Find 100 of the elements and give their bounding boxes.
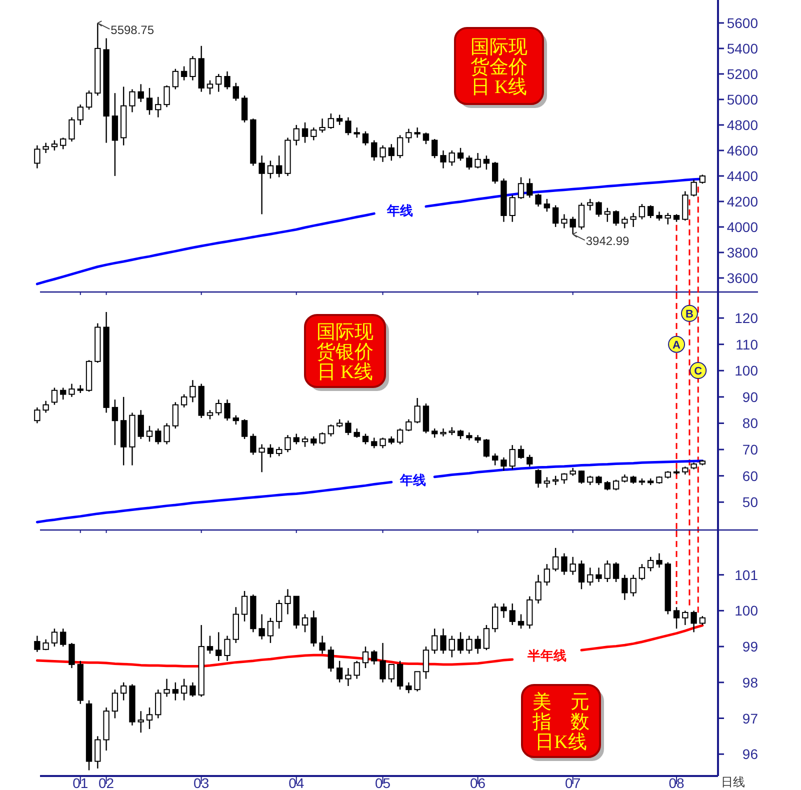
candlestick xyxy=(406,682,412,694)
candlestick xyxy=(319,118,326,134)
candlestick xyxy=(241,590,248,622)
ref-line-label: A xyxy=(672,339,681,352)
candlestick xyxy=(457,147,464,162)
candlestick xyxy=(180,394,188,408)
candlestick xyxy=(180,678,188,701)
candlestick xyxy=(155,96,162,118)
candlestick xyxy=(561,214,568,229)
candlestick xyxy=(112,398,118,446)
candlestick xyxy=(518,176,524,200)
candlestick xyxy=(552,475,559,486)
candlestick xyxy=(354,428,360,438)
y-tick-label: 98 xyxy=(742,674,758,690)
candlestick xyxy=(138,84,144,103)
candlestick xyxy=(682,610,688,626)
candlestick xyxy=(500,456,507,472)
text: 国际现货银价日 K线 xyxy=(316,322,374,383)
candlestick xyxy=(60,387,66,400)
candlestick xyxy=(293,124,300,146)
candlestick xyxy=(448,150,455,166)
candlestick xyxy=(638,563,646,581)
candlestick xyxy=(690,179,697,197)
candlestick xyxy=(155,428,162,445)
series-label: 半年线 xyxy=(526,648,566,663)
candlestick xyxy=(604,480,611,491)
y-tick-label: 4000 xyxy=(726,218,758,235)
candlestick xyxy=(622,574,628,601)
candlestick xyxy=(388,143,395,162)
candlestick xyxy=(258,154,265,215)
candlestick xyxy=(241,95,248,124)
candlestick xyxy=(544,476,550,488)
y-tick-label: 80 xyxy=(742,415,758,432)
x-tick-label: 02 xyxy=(98,775,114,790)
candlestick xyxy=(172,682,179,701)
candlestick xyxy=(267,160,274,180)
candlestick xyxy=(604,207,611,222)
text: 日线 xyxy=(721,775,745,789)
y-tick-label: 50 xyxy=(742,494,758,510)
candlestick xyxy=(612,210,620,226)
candlestick xyxy=(388,664,395,684)
candlestick xyxy=(380,437,386,449)
candlestick xyxy=(414,126,420,138)
candlestick xyxy=(612,562,620,583)
candlestick xyxy=(172,402,179,430)
candlestick xyxy=(276,446,282,457)
candlestick xyxy=(596,475,602,486)
candlestick xyxy=(258,444,265,473)
x-tick-label: 06 xyxy=(470,775,486,790)
candlestick xyxy=(596,200,602,218)
candlestick xyxy=(232,82,239,102)
y-tick-label: 97 xyxy=(742,710,758,726)
candlestick xyxy=(500,602,507,618)
y-tick-label: 110 xyxy=(736,336,758,352)
candlestick xyxy=(172,68,179,90)
y-tick-label: 5400 xyxy=(726,40,758,56)
candlestick xyxy=(68,116,75,142)
candlestick xyxy=(457,429,464,440)
candlestick xyxy=(414,397,420,424)
candlestick xyxy=(561,552,568,576)
candlestick xyxy=(648,204,654,219)
candlestick xyxy=(354,660,360,680)
text: 国际现货金价日 K线 xyxy=(470,37,528,98)
candlestick xyxy=(552,547,559,572)
candlestick xyxy=(34,635,40,653)
candlestick xyxy=(146,425,153,442)
candlestick xyxy=(224,635,230,662)
y-tick-label: 3600 xyxy=(726,270,758,286)
x-tick-label: 05 xyxy=(374,775,391,790)
candlestick xyxy=(190,682,196,698)
candlestick xyxy=(155,688,162,719)
candlestick xyxy=(68,383,75,398)
candlestick xyxy=(656,552,662,568)
candlestick xyxy=(544,198,550,212)
candlestick xyxy=(630,574,636,597)
y-tick-label: 100 xyxy=(734,602,758,619)
candlestick xyxy=(422,646,430,680)
candlestick xyxy=(34,144,40,169)
candlestick xyxy=(578,202,585,230)
y-tick-label: 120 xyxy=(734,310,758,326)
candlestick xyxy=(638,203,646,220)
candlestick xyxy=(492,602,498,633)
candlestick xyxy=(630,212,636,228)
candlestick xyxy=(216,398,222,416)
candlestick xyxy=(328,112,334,130)
candlestick xyxy=(466,154,472,170)
candlestick xyxy=(492,452,498,466)
candlestick xyxy=(587,475,594,486)
candlestick xyxy=(483,624,490,651)
candlestick xyxy=(587,567,594,586)
candlestick xyxy=(206,635,214,654)
candlestick xyxy=(328,646,334,672)
candlestick xyxy=(466,635,472,654)
candlestick xyxy=(596,567,602,583)
candlestick xyxy=(535,468,542,488)
candlestick xyxy=(328,424,334,437)
candlestick xyxy=(673,606,680,630)
candlestick xyxy=(94,736,101,770)
candlestick xyxy=(164,678,170,698)
candlestick xyxy=(51,628,58,648)
